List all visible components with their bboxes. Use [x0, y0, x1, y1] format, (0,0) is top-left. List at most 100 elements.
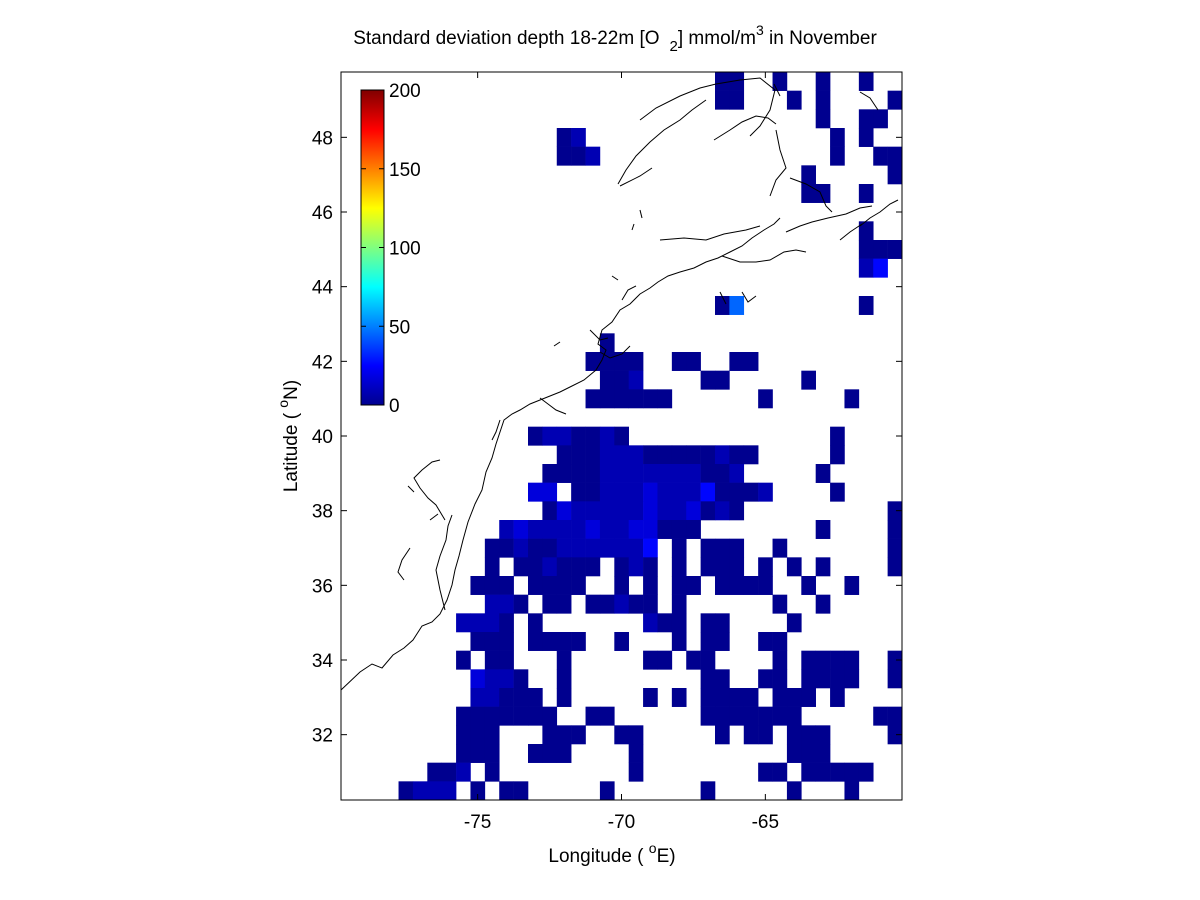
- data-cell: [643, 482, 658, 502]
- data-cell: [528, 482, 543, 502]
- data-cell: [614, 352, 629, 371]
- x-tick-label: -70: [608, 812, 635, 833]
- data-cell: [671, 352, 687, 371]
- data-cell: [456, 725, 471, 745]
- data-cell: [441, 781, 457, 801]
- data-cell: [528, 426, 543, 446]
- data-cell: [758, 576, 773, 595]
- data-cell: [542, 538, 558, 558]
- data-cell: [585, 464, 601, 483]
- data-cell: [427, 762, 442, 782]
- data-cell: [786, 688, 802, 707]
- data-cell: [542, 706, 558, 726]
- data-cell: [873, 109, 888, 129]
- data-cell: [470, 688, 486, 707]
- data-cell: [815, 90, 831, 110]
- data-cell: [456, 762, 471, 782]
- x-tick-label: -75: [464, 812, 491, 833]
- data-cell: [858, 258, 874, 278]
- data-cell: [700, 613, 716, 633]
- data-cell: [830, 762, 845, 782]
- data-cell: [599, 352, 615, 371]
- data-cell: [470, 669, 486, 689]
- y-tick-label: 32: [312, 726, 333, 747]
- data-cell: [844, 389, 860, 409]
- data-cell: [556, 632, 572, 651]
- data-cell: [628, 501, 644, 521]
- data-cell: [815, 725, 831, 745]
- data-cell: [815, 464, 831, 483]
- data-cell: [887, 520, 903, 539]
- y-tick-label: 38: [312, 502, 333, 523]
- y-tick-label: 34: [312, 651, 334, 672]
- data-cell: [887, 725, 903, 745]
- data-cell: [556, 725, 572, 745]
- data-cell: [729, 90, 745, 110]
- data-cell: [887, 669, 903, 689]
- data-cell: [513, 781, 529, 801]
- data-cell: [528, 538, 543, 558]
- data-cell: [556, 520, 572, 539]
- data-cell: [484, 762, 500, 782]
- data-cell: [715, 557, 730, 577]
- data-cell: [470, 613, 486, 633]
- data-cell: [585, 352, 601, 371]
- data-cell: [887, 650, 903, 670]
- x-axis-ticks: -75 -70 -65: [464, 72, 779, 833]
- data-cell: [556, 650, 572, 670]
- data-cell: [830, 669, 845, 689]
- data-cell: [657, 650, 673, 670]
- data-cell: [556, 445, 572, 465]
- data-cell: [786, 781, 802, 801]
- data-cell: [887, 146, 903, 166]
- data-cell: [786, 744, 802, 763]
- data-cell: [513, 520, 529, 539]
- data-cell: [873, 258, 888, 278]
- data-cell: [614, 557, 629, 577]
- data-cell: [830, 482, 845, 502]
- data-cell: [772, 650, 788, 670]
- data-cell: [599, 370, 615, 390]
- y-tick-label: 44: [312, 278, 334, 299]
- data-cell: [599, 781, 615, 801]
- data-cell: [614, 501, 629, 521]
- data-cell: [729, 296, 745, 315]
- data-cell: [729, 576, 745, 595]
- data-cell: [571, 146, 586, 166]
- data-cell: [571, 128, 586, 147]
- data-cell: [686, 464, 701, 483]
- data-cell: [398, 781, 414, 801]
- data-cell: [470, 725, 486, 745]
- data-cell: [671, 594, 687, 614]
- data-cell: [556, 744, 572, 763]
- data-cell: [729, 501, 745, 521]
- data-cell: [571, 538, 586, 558]
- data-cell: [628, 464, 644, 483]
- data-cell: [571, 445, 586, 465]
- data-cell: [643, 650, 658, 670]
- data-cell: [801, 576, 816, 595]
- data-cell: [715, 72, 730, 91]
- data-cell: [556, 146, 572, 166]
- data-cell: [499, 669, 514, 689]
- data-cell: [585, 557, 601, 577]
- data-cell: [513, 594, 529, 614]
- data-cell: [758, 762, 773, 782]
- data-cell: [542, 501, 558, 521]
- data-cell: [528, 557, 543, 577]
- data-cell: [700, 688, 716, 707]
- data-cell: [844, 762, 860, 782]
- data-cell: [686, 520, 701, 539]
- data-cell: [571, 426, 586, 446]
- data-cell: [499, 594, 514, 614]
- data-cell: [786, 90, 802, 110]
- data-cell: [528, 576, 543, 595]
- data-cell: [599, 594, 615, 614]
- data-cell: [815, 650, 831, 670]
- data-cell: [484, 688, 500, 707]
- data-cell: [729, 482, 745, 502]
- data-cell: [772, 706, 788, 726]
- data-cell: [542, 482, 558, 502]
- data-cell: [758, 482, 773, 502]
- data-cell: [858, 221, 874, 241]
